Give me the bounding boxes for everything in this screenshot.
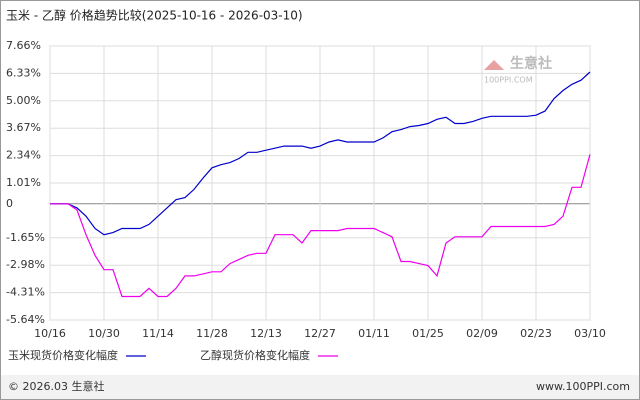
y-tick-label: 5.00% — [6, 94, 41, 107]
series-line — [50, 154, 591, 298]
watermark-icon — [484, 60, 504, 70]
y-tick-label: 2.34% — [6, 149, 41, 162]
footer-bar — [1, 375, 639, 399]
watermark-name: 生意社 — [510, 55, 552, 72]
y-tick-label: 7.66% — [6, 39, 41, 52]
x-tick-label: 12/13 — [250, 327, 282, 340]
y-tick-label: 0 — [6, 197, 13, 210]
x-tick-label: 11/28 — [196, 327, 228, 340]
x-tick-label: 10/16 — [34, 327, 66, 340]
x-tick-label: 03/10 — [574, 327, 606, 340]
chart-title: 玉米 - 乙醇 价格趋势比较(2025-10-16 - 2026-03-10) — [6, 8, 303, 23]
x-tick-label: 02/09 — [466, 327, 498, 340]
y-tick-label: 1.01% — [6, 176, 41, 189]
x-tick-label: 01/25 — [412, 327, 444, 340]
watermark-site: 100PPI.COM — [484, 76, 533, 85]
footer-url: www.100PPI.com — [536, 380, 630, 393]
plot-area: 7.66% 6.33% 5.00% 3.67% 2.34% 1.01% 0 -1.65% -2.… — [6, 39, 606, 362]
y-tick-label: 6.33% — [6, 66, 41, 79]
x-tick-label: 11/14 — [142, 327, 174, 340]
series-line — [50, 71, 591, 236]
watermark: 生意社 100PPI.COM — [484, 55, 552, 85]
x-tick-label: 01/11 — [358, 327, 390, 340]
y-tick-label: 3.67% — [6, 121, 41, 134]
legend-label: 玉米现货价格变化幅度 — [8, 348, 118, 362]
x-tick-label: 10/30 — [88, 327, 120, 340]
y-tick-label: -5.64% — [6, 313, 45, 326]
y-tick-label: -1.65% — [6, 231, 45, 244]
legend-label: 乙醇现货价格变化幅度 — [200, 348, 310, 362]
footer-copyright: © 2026.03 生意社 — [8, 379, 104, 393]
x-tick-label: 02/23 — [520, 327, 552, 340]
x-tick-label: 12/27 — [304, 327, 336, 340]
y-tick-label: -2.98% — [6, 258, 45, 271]
y-tick-label: -4.31% — [6, 286, 45, 299]
